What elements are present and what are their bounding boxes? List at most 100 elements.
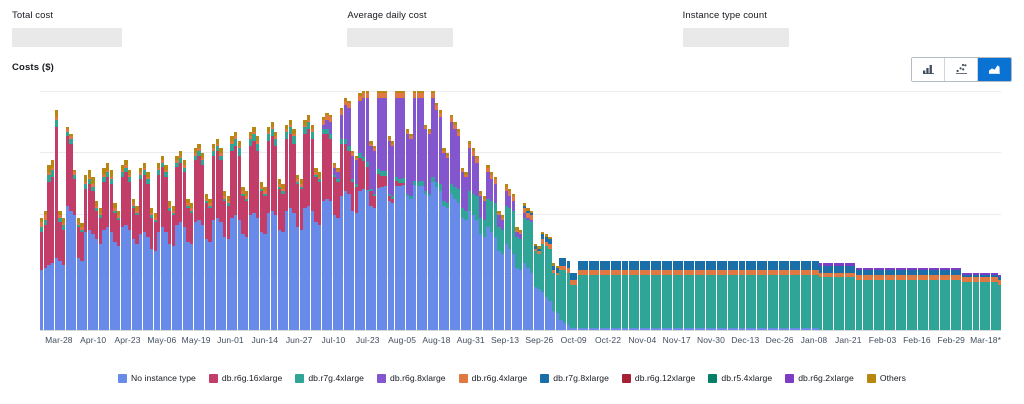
legend-item[interactable]: Others — [866, 373, 906, 383]
stacked-bar[interactable] — [559, 91, 563, 330]
stacked-bar[interactable] — [222, 91, 227, 330]
stacked-bar[interactable] — [325, 91, 329, 330]
stacked-bar[interactable] — [701, 91, 706, 330]
stacked-bar[interactable] — [990, 91, 995, 330]
stacked-bar[interactable] — [804, 91, 808, 330]
stacked-bar[interactable] — [244, 91, 249, 330]
stacked-bar[interactable] — [372, 91, 377, 330]
stacked-bar[interactable] — [760, 91, 764, 330]
stacked-bar[interactable] — [844, 91, 848, 330]
stacked-bar[interactable] — [387, 91, 391, 330]
scatter-chart-toggle-button[interactable] — [945, 58, 978, 81]
stacked-bar[interactable] — [475, 91, 479, 330]
stacked-bar[interactable] — [928, 91, 932, 330]
stacked-bar[interactable] — [881, 91, 885, 330]
stacked-bar[interactable] — [870, 91, 874, 330]
stacked-bar[interactable] — [807, 91, 812, 330]
legend-item[interactable]: db.r7g.8xlarge — [540, 373, 609, 383]
stacked-bar[interactable] — [877, 91, 881, 330]
legend-item[interactable]: db.r5.4xlarge — [708, 373, 772, 383]
stacked-bar[interactable] — [994, 91, 998, 330]
stacked-bar[interactable] — [581, 91, 585, 330]
stacked-bar[interactable] — [815, 91, 819, 330]
stacked-bar[interactable] — [566, 91, 570, 330]
stacked-bar[interactable] — [950, 91, 954, 330]
stacked-bar[interactable] — [903, 91, 907, 330]
stacked-bar[interactable] — [570, 91, 574, 330]
stacked-bar[interactable] — [654, 91, 658, 330]
stacked-bar[interactable] — [690, 91, 695, 330]
stacked-bar[interactable] — [548, 91, 552, 330]
stacked-bar[interactable] — [771, 91, 775, 330]
stacked-bar[interactable] — [427, 91, 432, 330]
stacked-bar[interactable] — [164, 91, 168, 330]
stacked-bar[interactable] — [698, 91, 702, 330]
stacked-bar[interactable] — [892, 91, 896, 330]
stacked-bar[interactable] — [500, 91, 505, 330]
stacked-bar[interactable] — [62, 91, 66, 330]
stacked-bar[interactable] — [584, 91, 589, 330]
stacked-bar[interactable] — [595, 91, 600, 330]
stacked-bar[interactable] — [954, 91, 958, 330]
stacked-bar[interactable] — [248, 91, 252, 330]
stacked-bar[interactable] — [259, 91, 263, 330]
stacked-bar[interactable] — [617, 91, 622, 330]
stacked-bar[interactable] — [102, 91, 106, 330]
stacked-bar[interactable] — [127, 91, 132, 330]
stacked-bar[interactable] — [767, 91, 772, 330]
stacked-bar[interactable] — [482, 91, 486, 330]
stacked-bar[interactable] — [643, 91, 647, 330]
stacked-bar[interactable] — [826, 91, 830, 330]
legend-item[interactable]: db.r7g.4xlarge — [295, 373, 364, 383]
stacked-bar[interactable] — [588, 91, 592, 330]
stacked-bar[interactable] — [124, 91, 128, 330]
stacked-bar[interactable] — [116, 91, 121, 330]
stacked-bar[interactable] — [449, 91, 453, 330]
stacked-bar[interactable] — [354, 91, 358, 330]
stacked-bar[interactable] — [694, 91, 698, 330]
stacked-bar[interactable] — [723, 91, 728, 330]
stacked-bar[interactable] — [577, 91, 581, 330]
stacked-bar[interactable] — [186, 91, 190, 330]
stacked-bar[interactable] — [987, 91, 991, 330]
stacked-bar[interactable] — [489, 91, 494, 330]
stacked-bar[interactable] — [376, 91, 380, 330]
stacked-bar[interactable] — [530, 91, 534, 330]
stacked-bar[interactable] — [369, 91, 373, 330]
stacked-bar[interactable] — [906, 91, 911, 330]
stacked-bar[interactable] — [201, 91, 205, 330]
stacked-bar[interactable] — [968, 91, 973, 330]
stacked-bar[interactable] — [818, 91, 823, 330]
stacked-bar[interactable] — [285, 91, 289, 330]
stacked-bar[interactable] — [511, 91, 516, 330]
stacked-bar[interactable] — [793, 91, 797, 330]
stacked-bar[interactable] — [270, 91, 274, 330]
stacked-bar[interactable] — [610, 91, 614, 330]
stacked-bar[interactable] — [321, 91, 326, 330]
stacked-bar[interactable] — [848, 91, 852, 330]
stacked-bar[interactable] — [361, 91, 366, 330]
stacked-bar[interactable] — [105, 91, 110, 330]
stacked-bar[interactable] — [961, 91, 965, 330]
stacked-bar[interactable] — [288, 91, 293, 330]
stacked-bar[interactable] — [884, 91, 889, 330]
stacked-bar[interactable] — [87, 91, 92, 330]
stacked-bar[interactable] — [266, 91, 271, 330]
stacked-bar[interactable] — [895, 91, 900, 330]
stacked-bar[interactable] — [935, 91, 940, 330]
stacked-bar[interactable] — [676, 91, 680, 330]
stacked-bar[interactable] — [292, 91, 296, 330]
stacked-bar[interactable] — [639, 91, 644, 330]
stacked-bar[interactable] — [738, 91, 742, 330]
stacked-bar[interactable] — [58, 91, 62, 330]
stacked-bar[interactable] — [73, 91, 77, 330]
stacked-bar[interactable] — [778, 91, 783, 330]
stacked-bar[interactable] — [168, 91, 172, 330]
stacked-bar[interactable] — [329, 91, 333, 330]
stacked-bar[interactable] — [146, 91, 150, 330]
stacked-bar[interactable] — [405, 91, 410, 330]
stacked-bar[interactable] — [91, 91, 95, 330]
stacked-bar[interactable] — [478, 91, 483, 330]
stacked-bar[interactable] — [720, 91, 724, 330]
area-chart-toggle-button[interactable] — [978, 58, 1011, 81]
